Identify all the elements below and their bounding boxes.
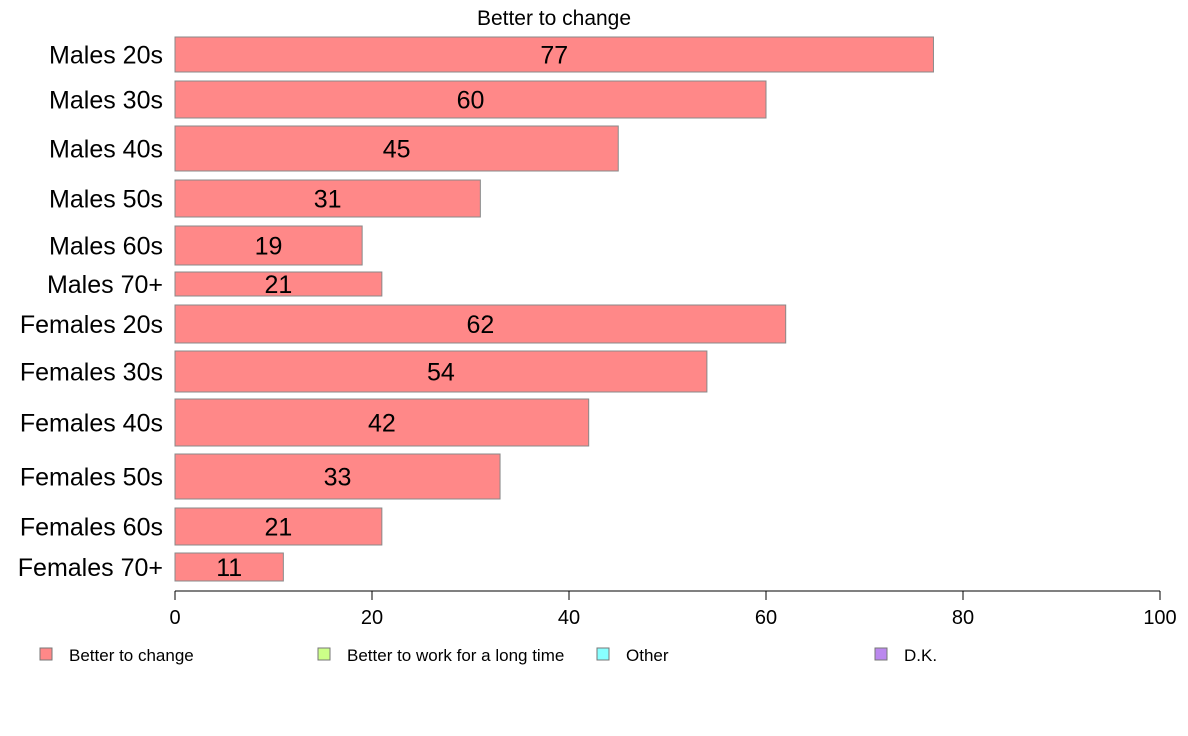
category-label: Males 60s [49, 233, 163, 261]
bar [174, 304, 787, 344]
legend-label: Better to work for a long time [347, 646, 564, 665]
bars-group: Males 20s 77 Males 30s 60 Males 40s 45 Males 5… [18, 36, 934, 582]
data-label: 31 [314, 186, 342, 214]
legend-label: Better to change [69, 646, 194, 665]
bar [174, 552, 284, 582]
bar [174, 80, 767, 119]
bar [174, 398, 590, 447]
legend-swatch [317, 647, 331, 661]
legend-label: D.K. [904, 646, 937, 665]
bar [174, 225, 363, 266]
bar [174, 271, 383, 297]
x-tick-label: 60 [755, 607, 777, 629]
legend-swatch [874, 647, 888, 661]
bar [174, 36, 934, 73]
bar [174, 350, 708, 393]
bar [174, 453, 501, 500]
data-label: 33 [324, 464, 352, 492]
bar [174, 179, 481, 218]
category-label: Males 50s [49, 186, 163, 214]
x-tick-label: 40 [558, 607, 580, 629]
data-label: 77 [540, 42, 568, 70]
data-label: 42 [368, 410, 396, 438]
category-label: Females 60s [20, 514, 163, 542]
data-label: 21 [265, 514, 293, 542]
data-label: 11 [216, 554, 242, 582]
category-label: Females 50s [20, 464, 163, 492]
chart-title: Better to change [477, 7, 631, 30]
category-label: Females 20s [20, 311, 163, 339]
category-label: Females 30s [20, 359, 163, 387]
bar [174, 507, 383, 546]
x-tick-label: 80 [952, 607, 974, 629]
data-label: 45 [383, 136, 411, 164]
category-label: Males 70+ [47, 271, 163, 299]
category-label: Males 20s [49, 42, 163, 70]
category-label: Females 40s [20, 410, 163, 438]
data-label: 21 [265, 271, 293, 299]
legend-swatch [39, 647, 53, 661]
x-tick-label: 100 [1143, 607, 1176, 629]
legend-swatch [596, 647, 610, 661]
x-tick-label: 0 [169, 607, 180, 629]
data-label: 60 [457, 87, 485, 115]
legend: Better to change Better to work for a lon… [39, 646, 937, 665]
category-label: Males 30s [49, 87, 163, 115]
category-label: Males 40s [49, 136, 163, 164]
legend-label: Other [626, 646, 669, 665]
data-label: 19 [255, 233, 283, 261]
x-tick-label: 20 [361, 607, 383, 629]
data-label: 62 [466, 311, 494, 339]
bar [174, 125, 619, 172]
data-label: 54 [427, 359, 455, 387]
category-label: Females 70+ [18, 554, 163, 582]
x-axis: 0 20 40 60 80 100 [169, 590, 1177, 629]
